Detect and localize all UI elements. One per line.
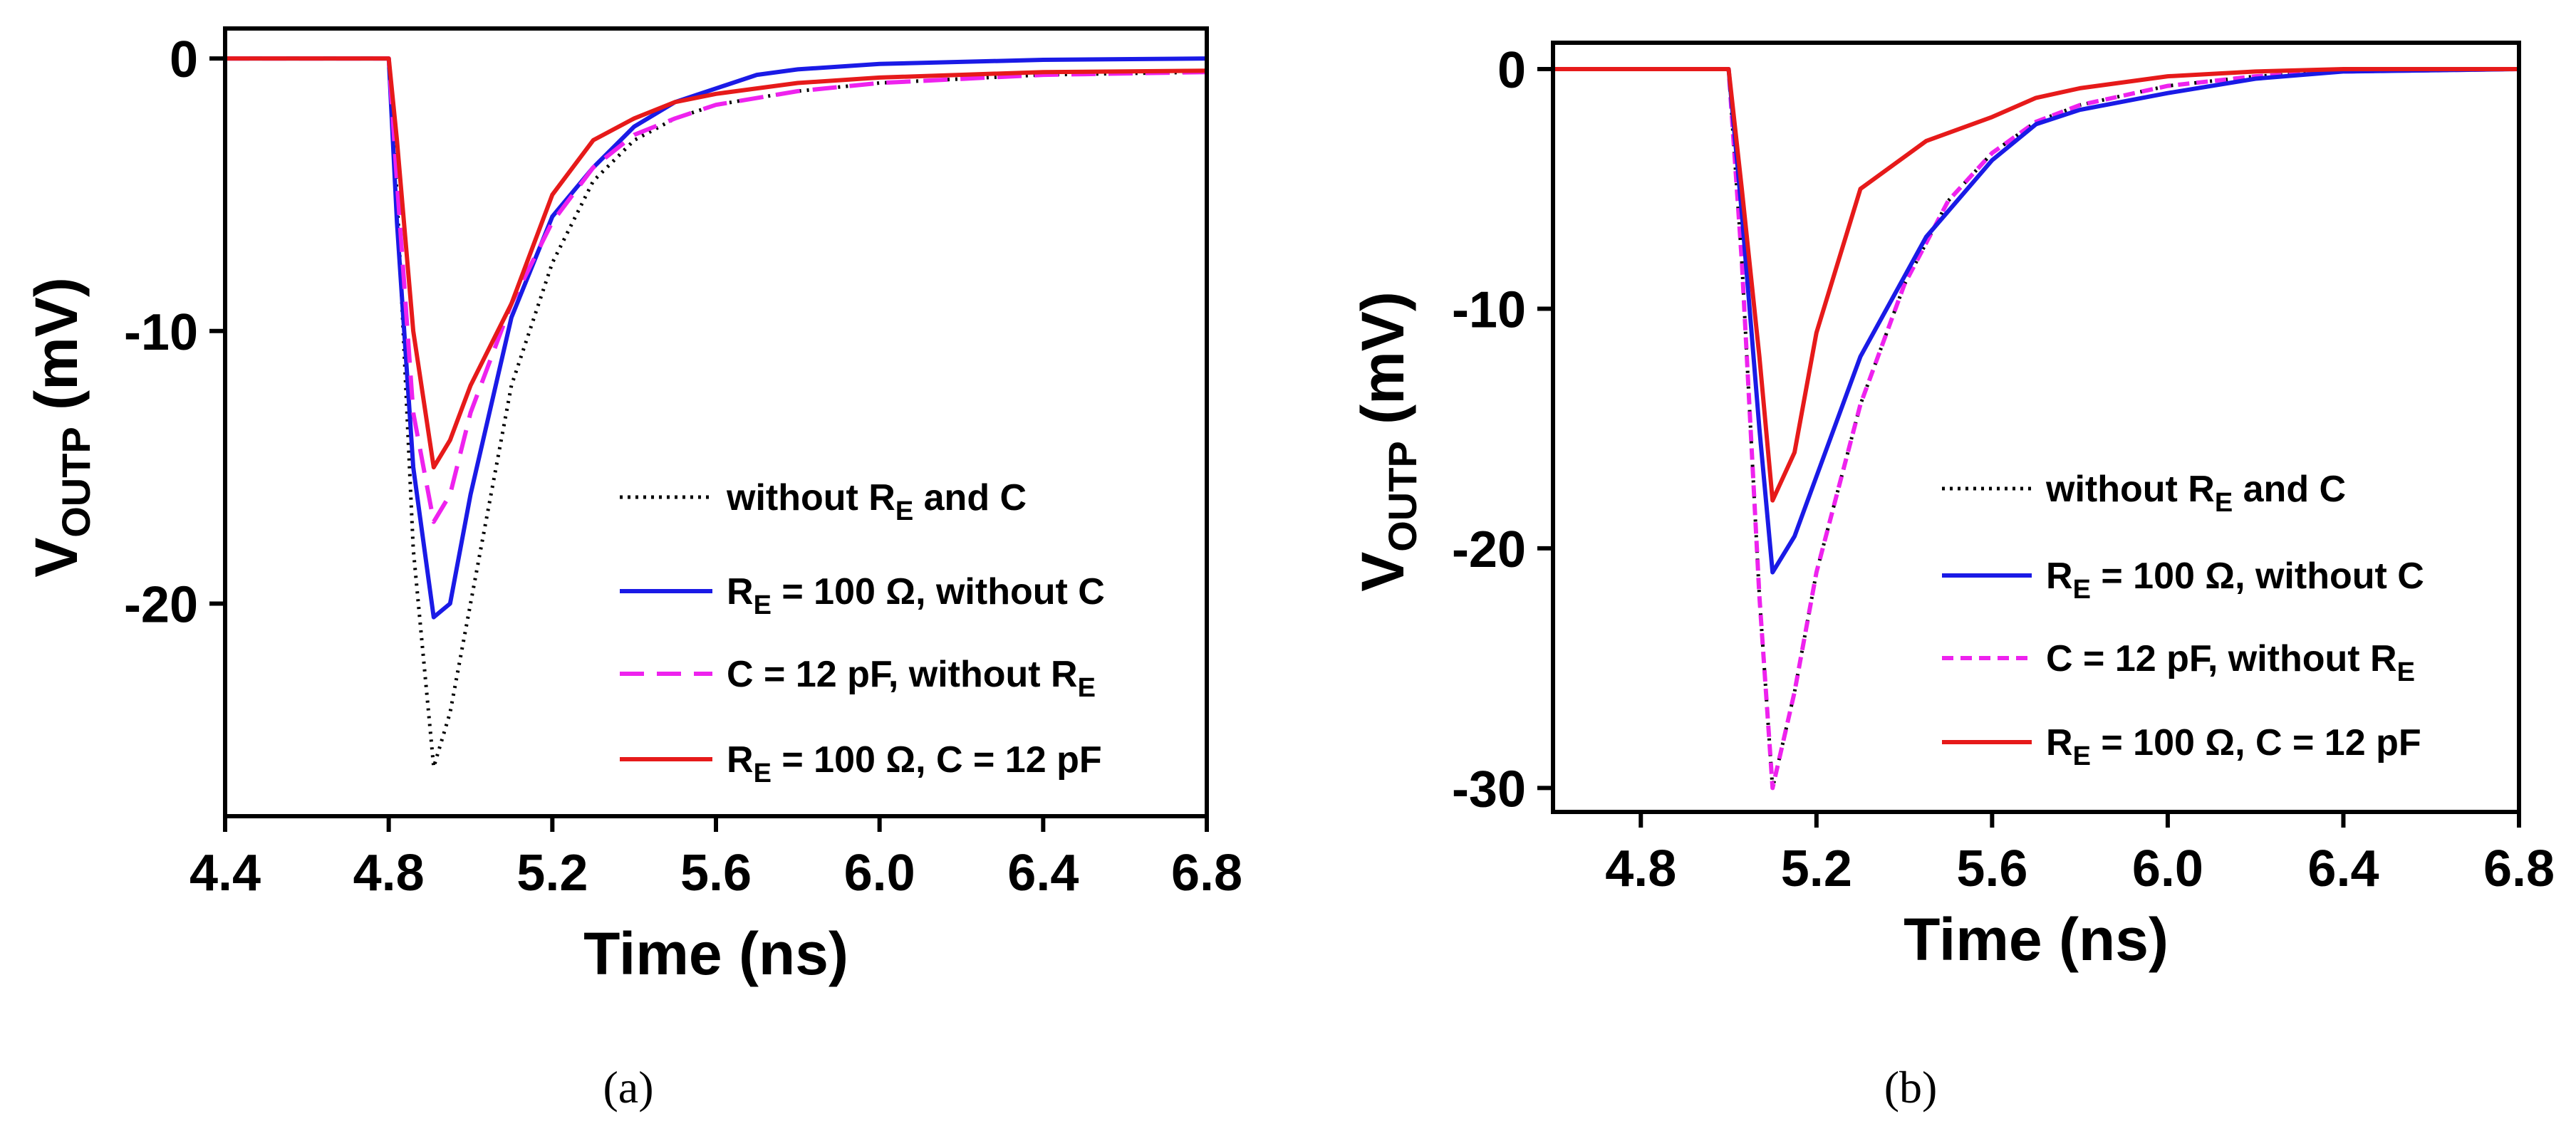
series-line-b-red [1553,67,2519,503]
legend-label-b-blue: RE = 100 Ω, without C [2046,556,2424,605]
legend-label-a-black: without RE and C [726,477,1027,526]
series-group-b [1553,67,2519,791]
y-axis-label-a-sub: OUTP [53,427,98,538]
legend-label-a-blue: RE = 100 Ω, without C [727,571,1105,620]
y-ticks-b [1537,67,1553,791]
series-line-a-magenta [225,56,1207,524]
panel-b: 4.8 5.2 5.6 6.0 6.4 6.8 0 -10 -20 -30 Ti… [1349,41,2555,1112]
series-line-a-red [225,56,1207,470]
legend-label-a-red: RE = 100 Ω, C = 12 pF [727,739,1102,788]
y-tick-label-a-2: -20 [124,576,198,633]
x-axis-label-b: Time (ns) [1904,906,2169,973]
y-ticks-a [209,56,225,606]
panel-a: 4.4 4.8 5.2 5.6 6.0 6.4 6.8 0 -10 -20 Ti… [23,26,1242,1112]
y-tick-label-b-3: -30 [1452,761,1526,818]
y-tick-label-b-1: -10 [1452,281,1526,338]
x-tick-label-b-3: 6.0 [2132,840,2203,897]
x-tick-label-b-1: 5.2 [1781,840,1852,897]
x-ticks-a [223,816,1209,832]
legend-label-b-magenta: C = 12 pF, without RE [2046,638,2415,687]
y-axis-label-b-unit: (mV) [1349,291,1416,441]
x-tick-label-b-5: 6.8 [2483,840,2555,897]
plot-frame-b [1551,41,2521,814]
x-tick-label-a-5: 6.4 [1007,845,1079,902]
series-line-b-magenta [1553,67,2519,791]
x-tick-label-b-4: 6.4 [2307,840,2379,897]
caption-a: (a) [603,1062,653,1112]
y-tick-label-a-1: -10 [124,304,198,361]
plot-frame-a [223,26,1209,818]
y-tick-label-b-2: -20 [1452,521,1526,578]
x-tick-label-b-0: 4.8 [1605,840,1676,897]
x-tick-label-a-6: 6.8 [1171,845,1242,902]
y-axis-label-a-unit: (mV) [23,277,90,427]
series-line-a-black [225,56,1207,769]
y-tick-label-b-0: 0 [1497,42,1526,99]
y-axis-label-b-sub: OUTP [1380,441,1425,552]
x-tick-label-a-0: 4.4 [189,845,261,902]
x-tick-label-a-1: 4.8 [353,845,425,902]
caption-b: (b) [1884,1062,1938,1112]
legend-label-a-magenta: C = 12 pF, without RE [727,654,1096,703]
series-line-b-black [1553,67,2519,790]
y-axis-label-b-base: V [1349,552,1416,592]
y-axis-label-b: VOUTP (mV) [1349,291,1425,592]
y-tick-label-a-0: 0 [170,31,198,88]
x-tick-label-a-4: 6.0 [844,845,915,902]
series-line-b-blue [1553,67,2519,575]
legend-label-b-black: without RE and C [2045,469,2346,518]
y-axis-label-a: VOUTP (mV) [23,277,98,578]
x-axis-label-a: Time (ns) [583,920,848,987]
x-tick-label-a-3: 5.6 [680,845,752,902]
legend-label-b-red: RE = 100 Ω, C = 12 pF [2046,722,2421,771]
series-line-a-blue [225,56,1207,620]
x-ticks-b [1638,812,2521,828]
x-tick-label-a-2: 5.2 [516,845,588,902]
series-group-a [225,56,1207,769]
y-axis-label-a-base: V [23,538,90,578]
x-tick-label-b-2: 5.6 [1956,840,2027,897]
